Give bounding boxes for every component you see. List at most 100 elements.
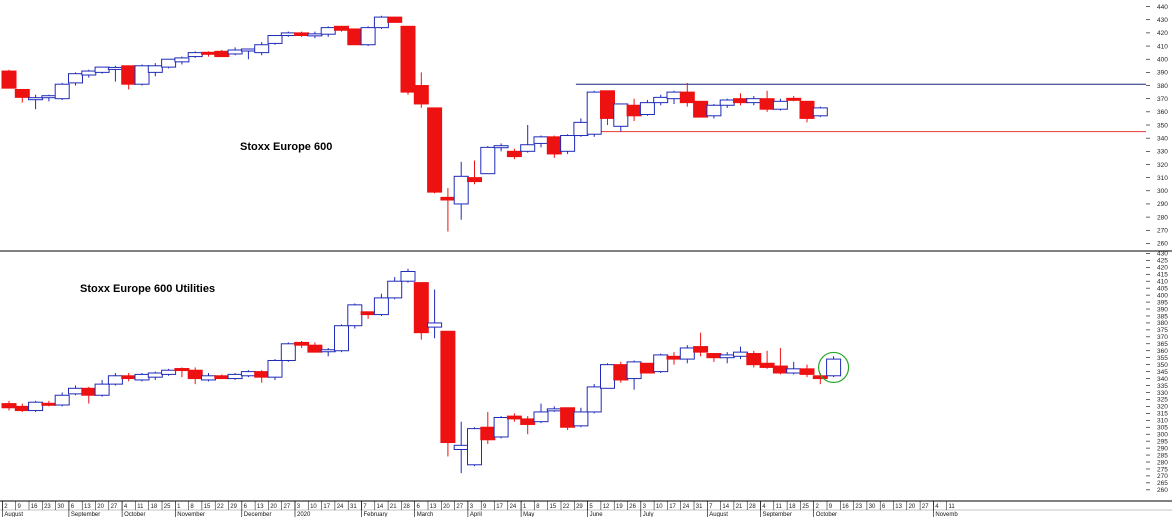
candle-down [506,413,522,422]
candle-body [320,349,336,353]
candle-body [147,372,163,378]
candle-body [467,177,482,183]
month-label: June [590,512,604,517]
candle-body [427,107,443,193]
y-tick-label: 360 [1157,109,1168,116]
x-tick-label: 10 [310,504,317,510]
candle-down [41,400,57,407]
candle-body [360,311,376,316]
candle-down [706,353,722,362]
candle-up [626,360,642,390]
candle-up [94,66,110,74]
candle-up [81,69,97,78]
x-tick-label: 25 [802,504,809,510]
candle-body [41,402,57,406]
candle-up [94,379,110,397]
candle-body [560,135,576,152]
y-tick-label: 260 [1157,241,1168,248]
candle-up [772,98,788,111]
month-label: December [244,512,272,517]
y-tick-label: 430 [1157,251,1168,258]
y-tick-label: 390 [1157,70,1168,77]
x-tick-label: 11 [949,504,956,510]
x-tick-label: 19 [616,504,623,510]
candle-body [240,48,256,52]
candle-up [493,416,509,439]
candle-body [613,103,629,127]
month-label: October [816,512,837,517]
candle-down [520,416,536,435]
candle-down [626,98,642,122]
month-label: May [523,512,534,517]
month-label: November [177,512,205,517]
x-tick-label: 27 [922,504,929,510]
candle-down [14,88,30,103]
candle-body [267,35,283,44]
candle-body [546,136,562,155]
candle-up [307,31,323,39]
candle-body [400,270,416,282]
y-tick-label: 310 [1157,418,1168,425]
candle-body [68,73,83,84]
candle-body [161,369,177,375]
candle-up [826,356,842,378]
candle-up [653,94,669,106]
candle-body [227,49,243,55]
candle-down [214,50,230,58]
y-tick-label: 440 [1157,4,1168,11]
x-tick-label: 8 [190,504,194,510]
x-tick-label: 15 [550,504,557,510]
candle-body [201,375,216,381]
candle-body [294,341,310,346]
candle-up [134,373,150,382]
top-chart-title: Stoxx Europe 600 [240,141,332,153]
candle-body [347,304,363,327]
candle-body [600,364,615,389]
candle-up [68,385,83,396]
x-tick-label: 14 [722,504,729,510]
candle-down [334,25,349,32]
candle-body [520,144,536,152]
candle-down [360,311,376,319]
x-tick-label: 7 [709,504,713,510]
candle-down [413,72,429,108]
month-label: July [643,512,654,517]
candle-body [373,16,389,29]
candle-up [280,342,296,362]
candle-down [440,188,456,232]
candle-body [533,411,549,423]
candle-up [679,345,695,364]
candle-body [400,25,416,93]
candle-up [320,26,336,37]
month-label: August [4,512,23,517]
x-tick-label: 12 [603,504,610,510]
candle-body [307,33,323,37]
candle-body [440,330,456,444]
candle-body [360,27,376,46]
x-tick-label: 6 [417,504,421,510]
y-tick-label: 355 [1157,355,1168,362]
candle-body [107,375,123,385]
candle-up [653,353,669,373]
x-tick-label: 24 [683,504,690,510]
candle-up [546,406,562,412]
candle-body [134,373,150,381]
candle-body [413,282,429,334]
candle-down [201,51,216,57]
x-tick-label: 28 [403,504,410,510]
y-tick-label: 290 [1157,445,1168,452]
candle-up [373,293,389,316]
candle-up [254,42,270,56]
candle-body [14,405,30,412]
x-tick-label: 21 [736,504,743,510]
candle-up [786,361,802,375]
y-tick-label: 365 [1157,341,1168,348]
candle-up [719,98,735,108]
candle-body [639,362,655,374]
y-tick-label: 390 [1157,306,1168,313]
date-axis: 2 9 16 23 30 6 13 20 27 4 11 18 25 1 8 15 22 29 6 13 20 27 3 10… [0,500,1172,517]
candle-body [719,354,735,359]
candle-body [653,354,669,373]
y-tick-label: 380 [1157,83,1168,90]
candle-body [493,145,509,149]
